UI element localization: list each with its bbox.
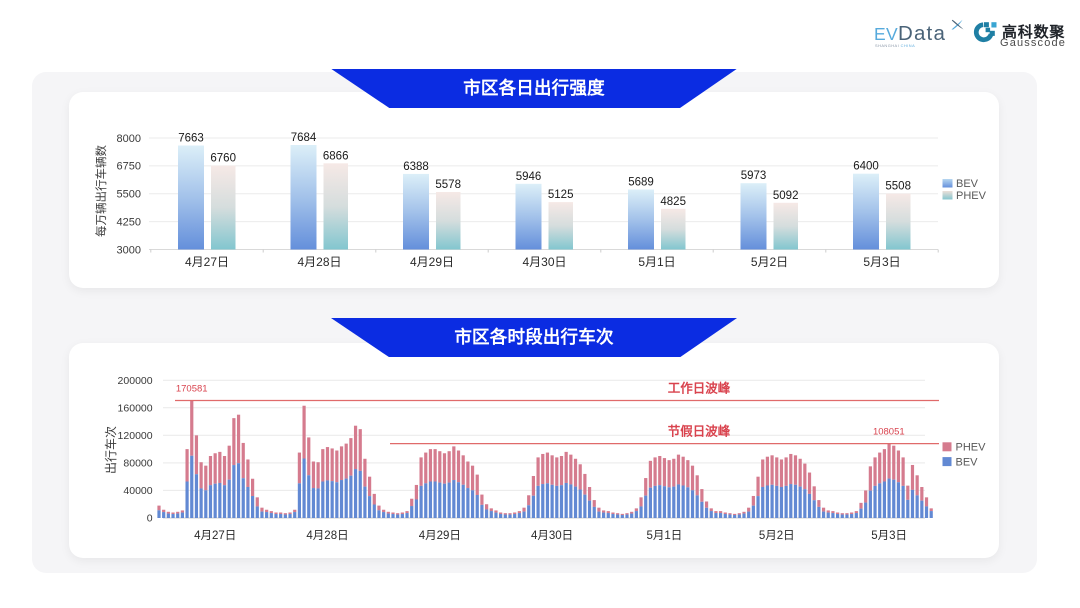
svg-text:6750: 6750 xyxy=(117,161,141,173)
svg-text:170581: 170581 xyxy=(176,384,208,395)
svg-text:7684: 7684 xyxy=(291,132,317,144)
svg-text:每万辆出行车辆数: 每万辆出行车辆数 xyxy=(94,145,108,237)
svg-text:5092: 5092 xyxy=(773,190,799,202)
svg-text:5月1日: 5月1日 xyxy=(638,255,675,269)
svg-text:5月3日: 5月3日 xyxy=(863,255,900,269)
svg-text:BEV: BEV xyxy=(956,178,979,190)
svg-text:4月30日: 4月30日 xyxy=(531,530,573,542)
svg-text:5125: 5125 xyxy=(548,189,574,201)
svg-text:5月2日: 5月2日 xyxy=(751,255,788,269)
svg-text:出行车次: 出行车次 xyxy=(103,426,118,474)
svg-text:4月27日: 4月27日 xyxy=(194,530,236,542)
svg-text:5946: 5946 xyxy=(516,171,542,183)
svg-text:5689: 5689 xyxy=(628,177,654,189)
svg-text:5508: 5508 xyxy=(885,181,911,193)
svg-text:40000: 40000 xyxy=(123,485,152,497)
svg-text:5月2日: 5月2日 xyxy=(759,530,795,542)
svg-text:6760: 6760 xyxy=(210,153,236,165)
svg-text:120000: 120000 xyxy=(118,430,153,442)
svg-text:BEV: BEV xyxy=(956,456,979,468)
svg-text:4月30日: 4月30日 xyxy=(522,255,566,269)
svg-text:80000: 80000 xyxy=(123,458,152,470)
svg-text:4月28日: 4月28日 xyxy=(297,255,341,269)
svg-text:6866: 6866 xyxy=(323,150,349,162)
svg-text:4月27日: 4月27日 xyxy=(185,255,229,269)
svg-text:3000: 3000 xyxy=(117,244,141,256)
svg-text:4月28日: 4月28日 xyxy=(306,530,348,542)
svg-text:6388: 6388 xyxy=(403,161,429,173)
svg-text:4250: 4250 xyxy=(117,216,141,228)
svg-text:PHEV: PHEV xyxy=(956,442,987,454)
svg-text:200000: 200000 xyxy=(118,375,153,387)
svg-text:8000: 8000 xyxy=(117,133,141,145)
svg-text:PHEV: PHEV xyxy=(956,190,987,202)
svg-text:0: 0 xyxy=(147,513,153,525)
svg-text:节假日波峰: 节假日波峰 xyxy=(668,424,731,439)
svg-text:5973: 5973 xyxy=(741,170,767,182)
svg-text:5578: 5578 xyxy=(435,179,461,191)
svg-text:6400: 6400 xyxy=(853,161,879,173)
svg-text:5月1日: 5月1日 xyxy=(647,530,683,542)
svg-text:工作日波峰: 工作日波峰 xyxy=(668,381,731,396)
svg-text:4月29日: 4月29日 xyxy=(410,255,454,269)
svg-text:5500: 5500 xyxy=(117,189,141,201)
svg-text:4825: 4825 xyxy=(660,196,686,208)
svg-text:5月3日: 5月3日 xyxy=(871,530,907,542)
svg-text:108051: 108051 xyxy=(873,427,905,438)
svg-text:160000: 160000 xyxy=(118,402,153,414)
svg-text:7663: 7663 xyxy=(178,133,204,145)
svg-text:4月29日: 4月29日 xyxy=(419,530,461,542)
